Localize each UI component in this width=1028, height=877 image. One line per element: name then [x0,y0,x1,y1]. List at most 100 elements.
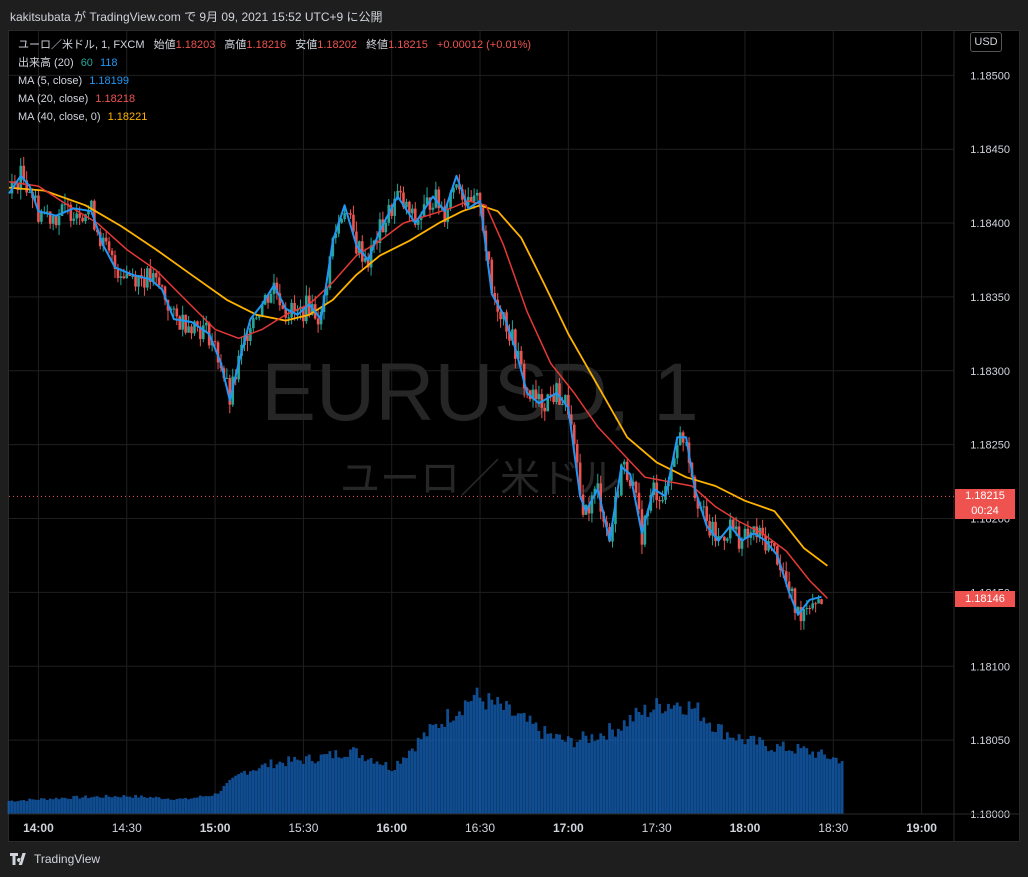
volume-bar [684,714,688,814]
volume-bar [360,755,364,814]
candle-body [340,219,343,223]
volume-bar [522,712,526,814]
candle-body [107,241,111,251]
candle-body [643,516,647,545]
volume-bar [531,723,535,814]
volume-bar [549,733,553,814]
legend-volume-row[interactable]: 出来高 (20) 60 118 [18,54,531,72]
candle-body [216,342,220,363]
volume-bar [475,687,479,814]
candle-body [596,483,600,489]
volume-bar [187,799,190,814]
legend-ma5-row[interactable]: MA (5, close) 1.18199 [18,72,531,90]
candle-body [514,329,517,359]
volume-bar [770,750,773,814]
candle-body [472,195,476,202]
volume-bar [773,751,776,814]
candle-body [343,212,346,220]
volume-bar [290,761,294,814]
volume-bar [814,757,818,814]
volume-bar [634,707,638,814]
legend-open-label: 始値 [153,39,176,51]
volume-bar [110,797,114,814]
candle-body [611,524,614,542]
legend-ma20-value: 1.18218 [95,93,136,105]
volume-bar [516,713,520,814]
candle-body [334,233,338,238]
volume-bar [543,726,547,814]
legend-high-value: 1.18216 [246,39,287,51]
volume-bar [584,735,588,814]
candle-body [746,528,750,538]
candle-body [260,304,264,317]
volume-bar [587,742,591,814]
volume-bar [787,750,791,814]
volume-bar [717,723,720,814]
volume-bar [693,708,697,814]
tradingview-logo[interactable]: TradingView [10,852,100,866]
chart-panel[interactable] [8,30,1020,842]
volume-bar [808,754,812,814]
volume-bar [437,727,441,814]
candle-body [305,295,308,322]
volume-bar [402,757,405,814]
candle-body [787,581,791,592]
volume-bar [478,697,482,814]
volume-histogram [7,687,844,814]
volume-bar [602,735,606,814]
volume-bar [198,795,202,814]
candle-body [634,481,638,493]
volume-bar [734,740,738,814]
candle-body [790,588,794,592]
candle-body [537,394,541,400]
candle-body [705,506,709,522]
volume-bar [210,795,214,814]
candle-body [620,464,623,496]
volume-bar [145,797,149,814]
volume-bar [778,746,782,814]
x-tick-label: 17:00 [553,821,584,835]
candle-body [51,215,55,224]
volume-bar [619,730,623,814]
candle-body [225,378,229,380]
legend-ma40-value: 1.18221 [107,111,148,123]
legend-ma20-row[interactable]: MA (20, close) 1.18218 [18,90,531,108]
candle-body [578,462,582,495]
volume-bar [472,694,476,814]
candle-body [413,208,417,225]
candle-body [163,286,167,300]
candle-body [569,414,573,425]
candle-body [137,275,140,287]
volume-bar [558,734,561,814]
ma40-line [8,186,828,567]
volume-bar [393,770,397,814]
candle-body [543,407,547,412]
candle-body [622,461,626,465]
legend-ma40-row[interactable]: MA (40, close, 0) 1.18221 [18,108,531,126]
volume-bar [134,794,137,814]
volume-bar [513,715,517,814]
legend-symbol[interactable]: ユーロ／米ドル, 1, FXCM [18,39,145,51]
legend-ma20-label: MA (20, close) [18,93,89,105]
candle-body [254,317,258,319]
volume-bar [508,704,511,814]
volume-bar [599,733,603,814]
candle-body [278,293,282,306]
volume-bar [349,749,352,814]
volume-bar [802,746,806,814]
volume-bar [655,698,659,814]
candle-body [731,519,735,530]
volume-bar [740,739,744,814]
volume-bar [51,799,55,814]
volume-bar [534,722,538,814]
currency-button[interactable]: USD [970,32,1002,52]
candle-body [416,219,420,225]
candle-body [714,521,717,542]
volume-bar [661,713,664,814]
volume-bar [81,797,84,814]
volume-bar [175,799,179,814]
volume-bar [284,766,288,814]
volume-bar [643,704,647,814]
volume-bar [687,701,691,814]
